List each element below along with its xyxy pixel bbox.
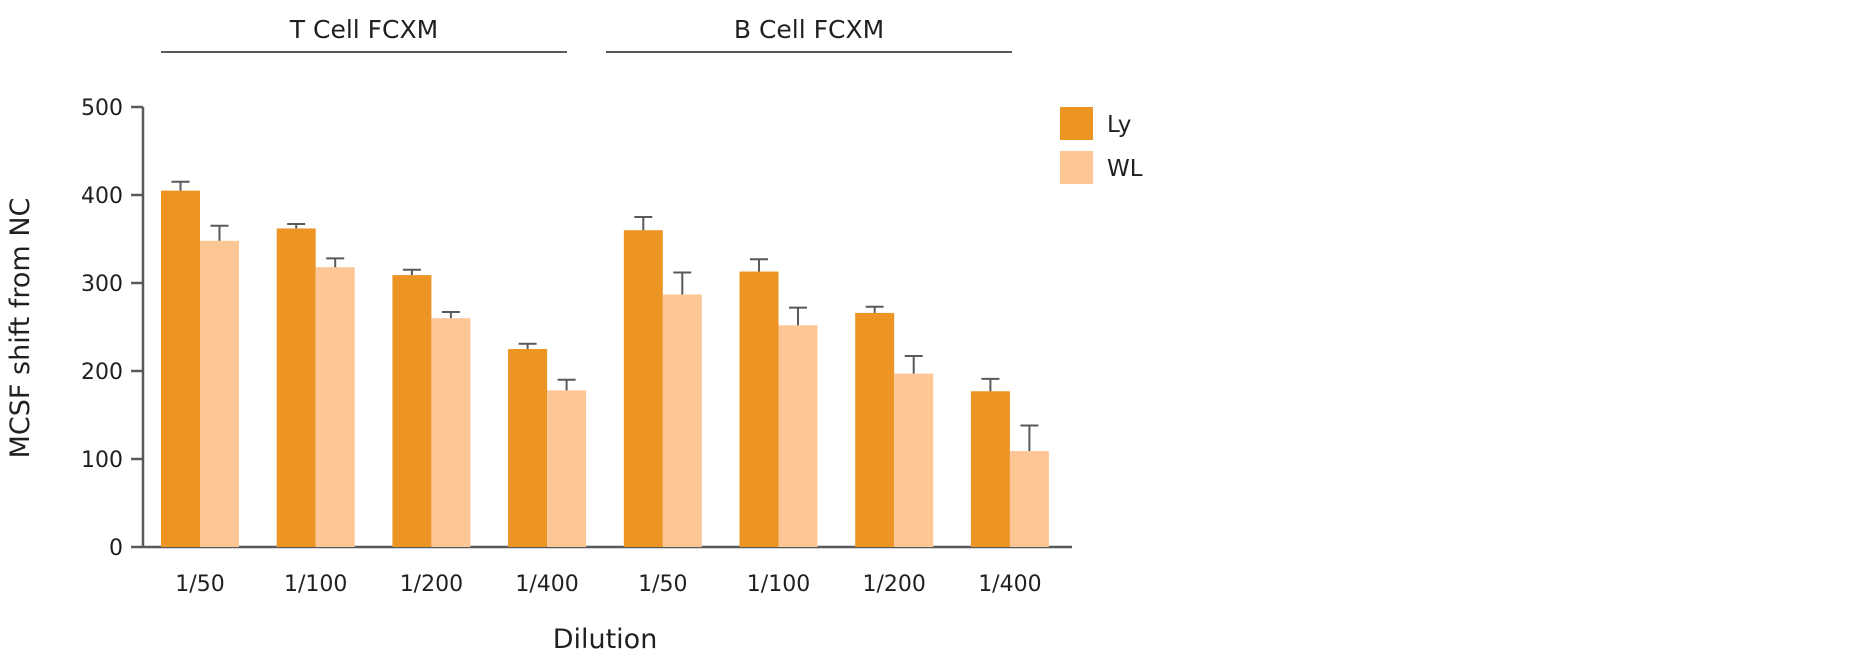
x-tick-label: 1/100: [284, 572, 347, 597]
x-tick-label: 1/200: [862, 572, 925, 597]
bar-ly: [855, 312, 895, 547]
bar-wl: [200, 240, 239, 547]
bar-wl: [662, 294, 702, 547]
bar-wl: [894, 373, 934, 547]
x-tick-label: 1/400: [978, 572, 1041, 597]
bar-ly: [392, 275, 432, 547]
y-tick-label: 300: [81, 272, 123, 297]
bar-wl: [431, 318, 471, 547]
bar-ly: [970, 391, 1010, 547]
legend-swatch-wl: [1060, 151, 1093, 184]
x-tick-label: 1/50: [638, 572, 687, 597]
x-axis-title: Dilution: [553, 624, 658, 655]
y-tick-label: 200: [81, 360, 123, 385]
y-tick-label: 100: [81, 448, 123, 473]
x-tick-labels: 1/50 1/100 1/200 1/400 1/50 1/100 1/200 1/400: [175, 572, 1041, 597]
y-axis-title: MCSF shift from NC: [5, 198, 36, 459]
y-tick-label: 0: [109, 536, 123, 561]
group-label: B Cell FCXM: [734, 15, 884, 44]
x-tick-label: 1/400: [515, 572, 578, 597]
legend-swatch-ly: [1060, 107, 1093, 140]
y-tick-label: 400: [81, 184, 123, 209]
bar-ly: [739, 271, 779, 547]
bar-ly: [508, 349, 548, 547]
bars: [161, 190, 1049, 547]
bar-ly: [623, 230, 663, 547]
legend-label-ly: Ly: [1107, 112, 1131, 138]
bar-ly: [276, 228, 316, 547]
legend: Ly WL: [1060, 107, 1143, 184]
group-labels: T Cell FCXM B Cell FCXM: [161, 15, 1012, 53]
x-tick-label: 1/100: [747, 572, 810, 597]
error-bars: [171, 180, 1039, 452]
x-tick-label: 1/200: [400, 572, 463, 597]
y-tick-label: 500: [81, 96, 123, 121]
bar-ly: [161, 190, 200, 547]
bar-wl: [547, 390, 587, 547]
x-tick-label: 1/50: [175, 572, 224, 597]
bar-wl: [1009, 451, 1049, 547]
group-label: T Cell FCXM: [289, 15, 438, 44]
bar-wl: [315, 267, 355, 547]
bar-wl: [778, 325, 818, 547]
legend-label-wl: WL: [1107, 156, 1143, 182]
